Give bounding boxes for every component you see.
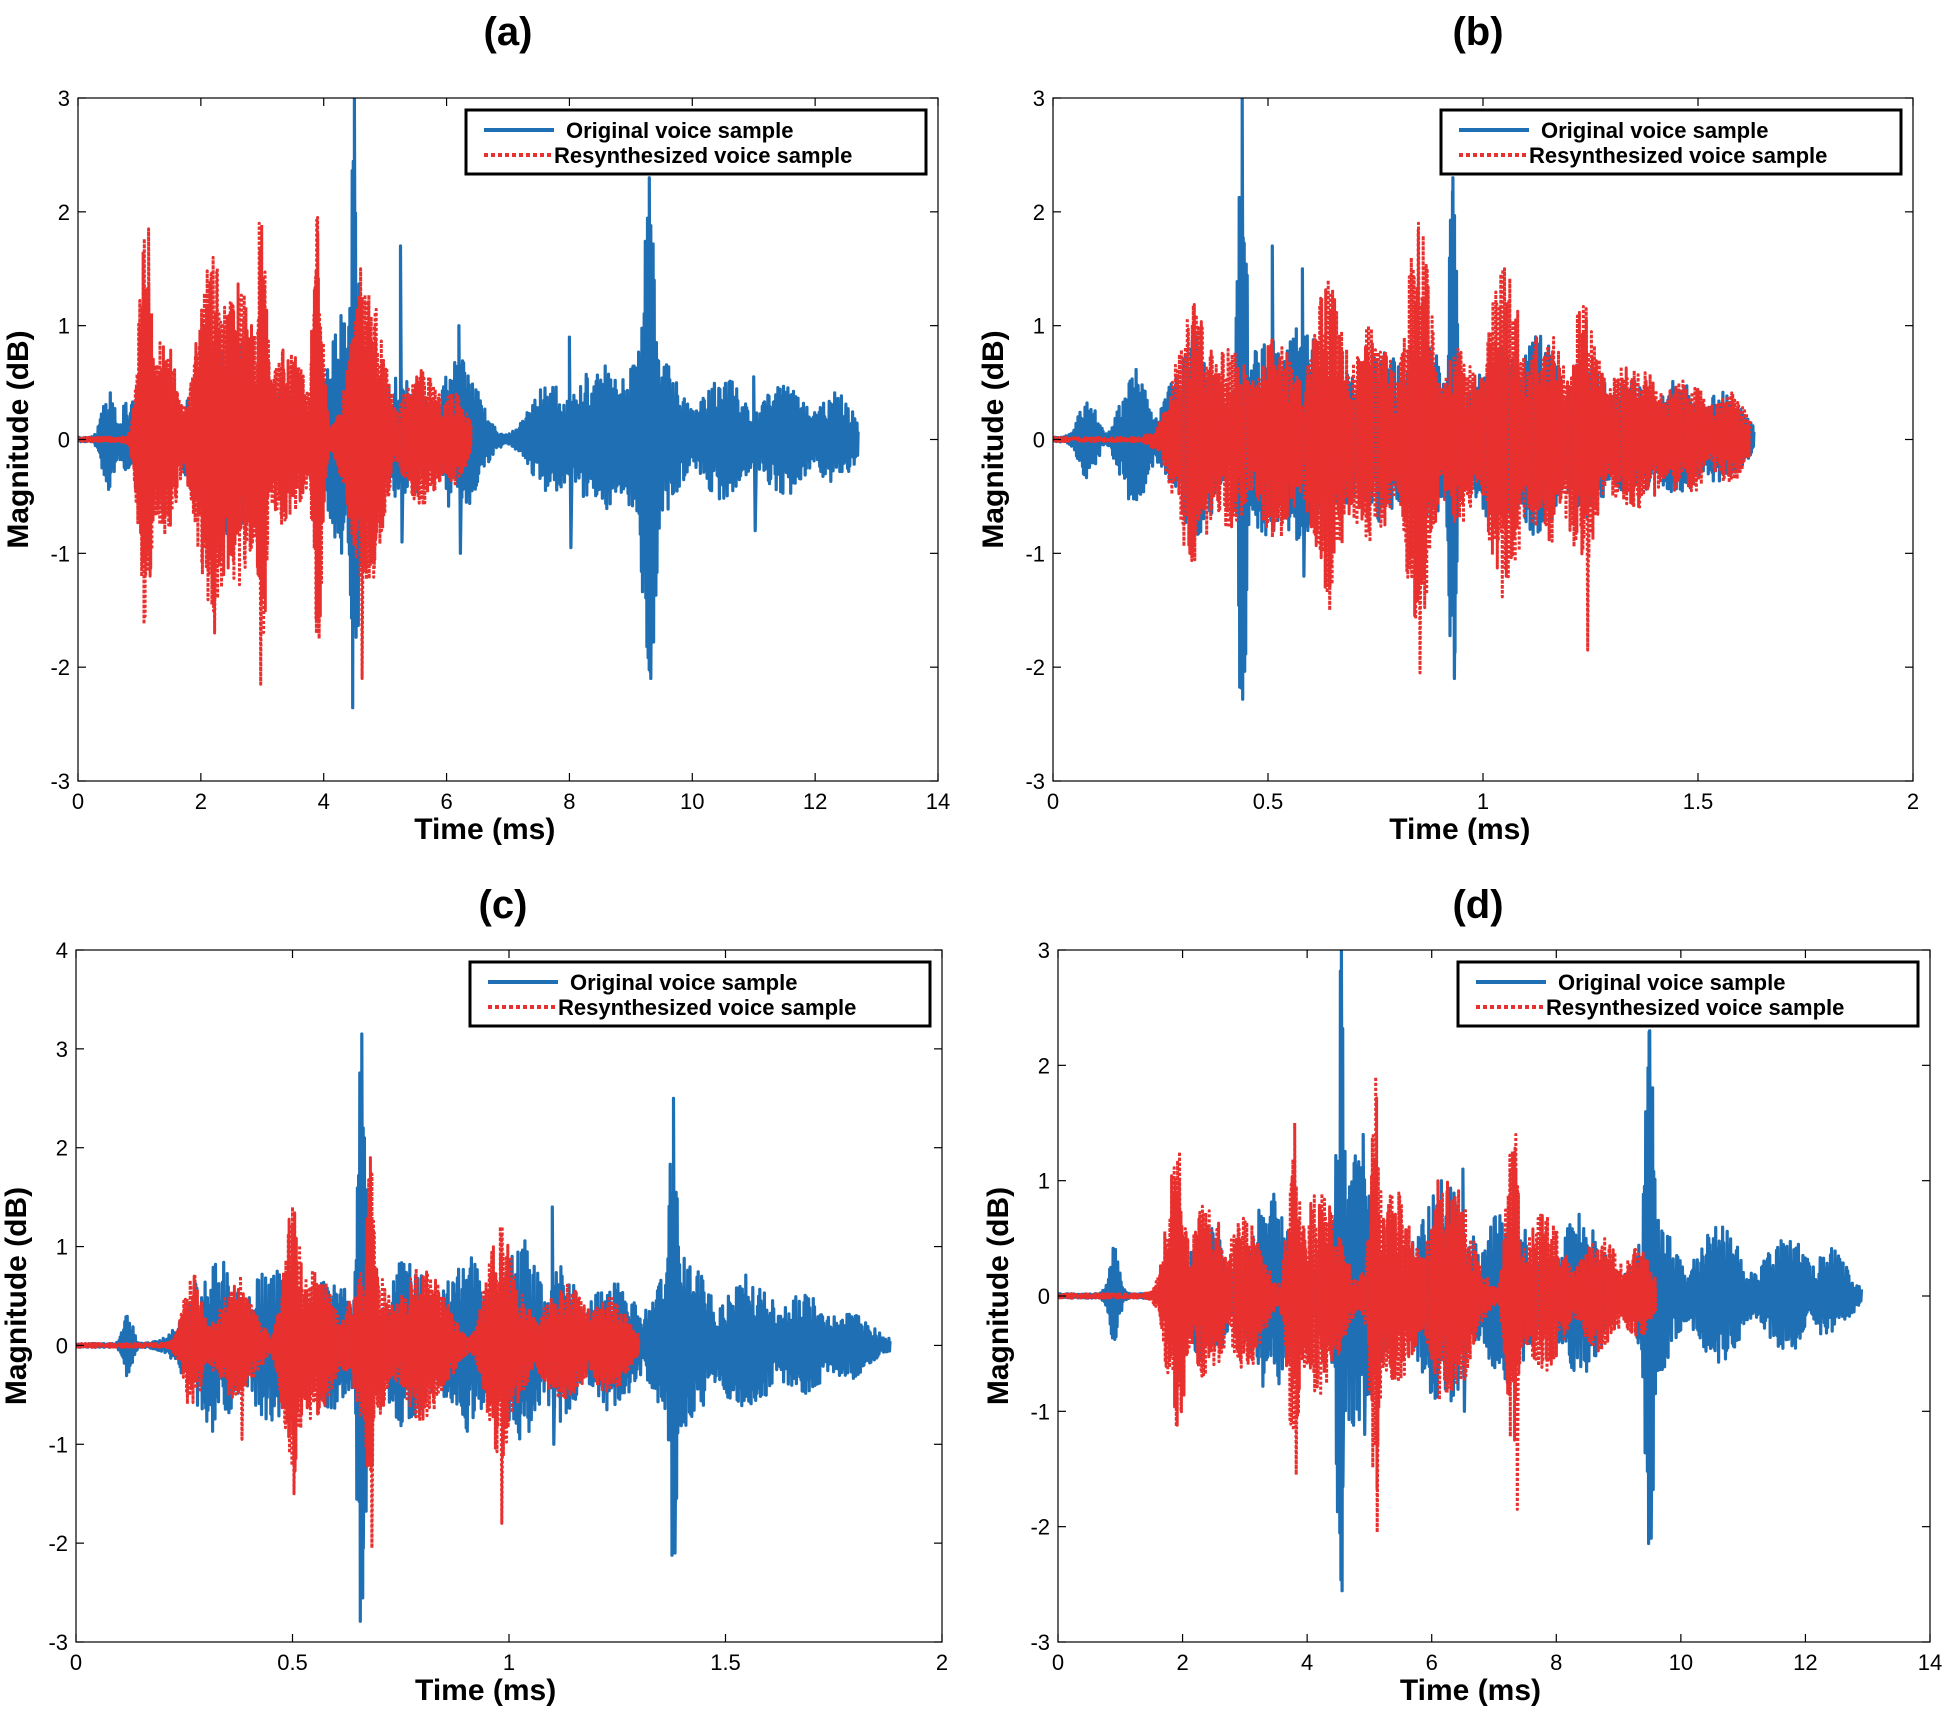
legend-box — [1439, 108, 1903, 176]
y-tick-label: -2 — [1030, 1515, 1050, 1540]
x-tick-label: 2 — [936, 1650, 948, 1675]
panel-title: (d) — [1452, 883, 1503, 927]
y-tick-label: 4 — [56, 938, 68, 963]
x-axis-label: Time (ms) — [415, 1674, 556, 1707]
chart-panel-3: (c) 0 0.5 1 1.5 2 -3 -2 -1 0 1 2 3 4 Time (ms) Magnitud… — [0, 883, 948, 1707]
x-tick-label: 0.5 — [277, 1650, 308, 1675]
x-tick-label: 4 — [318, 789, 330, 814]
y-tick-label: 3 — [1038, 938, 1050, 963]
x-tick-label: 8 — [563, 789, 575, 814]
x-tick-label: 2 — [195, 789, 207, 814]
y-tick-label: -2 — [1025, 655, 1045, 680]
plot-area — [1053, 98, 1756, 701]
y-tick-label: -3 — [1025, 769, 1045, 794]
legend-label-original: Original voice sample — [1541, 118, 1768, 143]
y-tick-label: -2 — [50, 655, 70, 680]
y-tick-label: -2 — [48, 1531, 68, 1556]
x-tick-label: 8 — [1550, 1650, 1562, 1675]
x-tick-label: 1 — [1477, 789, 1489, 814]
x-tick-label: 0.5 — [1253, 789, 1284, 814]
y-tick-label: -1 — [1030, 1399, 1050, 1424]
y-tick-label: 0 — [1038, 1284, 1050, 1309]
y-tick-label: -3 — [50, 769, 70, 794]
x-tick-label: 4 — [1301, 1650, 1313, 1675]
y-axis-label: Magnitude (dB) — [977, 330, 1010, 548]
x-tick-label: 14 — [926, 789, 950, 814]
y-tick-label: -3 — [48, 1630, 68, 1655]
series-line-resynthesized — [76, 1156, 641, 1550]
y-tick-label: 0 — [1033, 428, 1045, 453]
legend-label-original: Original voice sample — [570, 970, 797, 995]
x-tick-label: 0 — [70, 1650, 82, 1675]
y-tick-label: -1 — [48, 1432, 68, 1457]
legend-label-resynthesized: Resynthesized voice sample — [554, 143, 852, 168]
x-tick-label: 1.5 — [710, 1650, 741, 1675]
legend-label-original: Original voice sample — [1558, 970, 1785, 995]
y-tick-label: 1 — [58, 314, 70, 339]
y-axis-label: Magnitude (dB) — [2, 330, 35, 548]
y-tick-label: 2 — [56, 1136, 68, 1161]
y-tick-label: 2 — [1033, 200, 1045, 225]
legend-label-resynthesized: Resynthesized voice sample — [1529, 143, 1827, 168]
x-tick-label: 14 — [1918, 1650, 1942, 1675]
series-line-resynthesized — [78, 216, 473, 686]
y-tick-label: -1 — [50, 541, 70, 566]
panel-title: (c) — [479, 883, 528, 927]
x-tick-label: 2 — [1176, 1650, 1188, 1675]
chart-panel-2: (b) 0 0.5 1 1.5 2 -3 -2 -1 0 1 2 3 Time (ms) Magnitude… — [977, 10, 1919, 846]
plot-area — [76, 1032, 892, 1623]
x-tick-label: 0 — [72, 789, 84, 814]
x-tick-label: 10 — [680, 789, 704, 814]
y-tick-label: 3 — [56, 1037, 68, 1062]
legend-label-resynthesized: Resynthesized voice sample — [1546, 995, 1844, 1020]
panel-title: (a) — [484, 10, 533, 54]
x-tick-label: 0 — [1052, 1650, 1064, 1675]
plot-area — [1058, 950, 1864, 1593]
y-tick-label: 1 — [1038, 1169, 1050, 1194]
x-axis-label: Time (ms) — [414, 813, 555, 846]
x-tick-label: 10 — [1669, 1650, 1693, 1675]
y-tick-label: 1 — [1033, 314, 1045, 339]
x-tick-label: 1.5 — [1683, 789, 1714, 814]
x-tick-label: 6 — [440, 789, 452, 814]
y-tick-label: -1 — [1025, 541, 1045, 566]
y-tick-label: 1 — [56, 1235, 68, 1260]
x-tick-label: 2 — [1907, 789, 1919, 814]
series-line-resynthesized — [1053, 221, 1752, 675]
y-tick-label: 0 — [58, 428, 70, 453]
x-axis-label: Time (ms) — [1400, 1674, 1541, 1707]
x-tick-label: 12 — [803, 789, 827, 814]
panel-title: (b) — [1452, 10, 1503, 54]
y-tick-label: 2 — [58, 200, 70, 225]
legend-box — [1456, 960, 1920, 1028]
legend-box — [468, 960, 932, 1028]
y-tick-label: 3 — [58, 86, 70, 111]
y-tick-label: 0 — [56, 1333, 68, 1358]
x-tick-label: 12 — [1793, 1650, 1817, 1675]
x-tick-label: 6 — [1426, 1650, 1438, 1675]
y-tick-label: 2 — [1038, 1053, 1050, 1078]
x-tick-label: 0 — [1047, 789, 1059, 814]
x-tick-label: 1 — [503, 1650, 515, 1675]
series-line-resynthesized — [1058, 1075, 1658, 1534]
legend-box — [464, 108, 928, 176]
y-tick-label: 3 — [1033, 86, 1045, 111]
y-axis-label: Magnitude (dB) — [0, 1187, 33, 1405]
x-axis-label: Time (ms) — [1389, 813, 1530, 846]
legend-label-resynthesized: Resynthesized voice sample — [558, 995, 856, 1020]
legend-label-original: Original voice sample — [566, 118, 793, 143]
y-tick-label: -3 — [1030, 1630, 1050, 1655]
y-axis-label: Magnitude (dB) — [982, 1187, 1015, 1405]
plot-area — [78, 98, 860, 710]
